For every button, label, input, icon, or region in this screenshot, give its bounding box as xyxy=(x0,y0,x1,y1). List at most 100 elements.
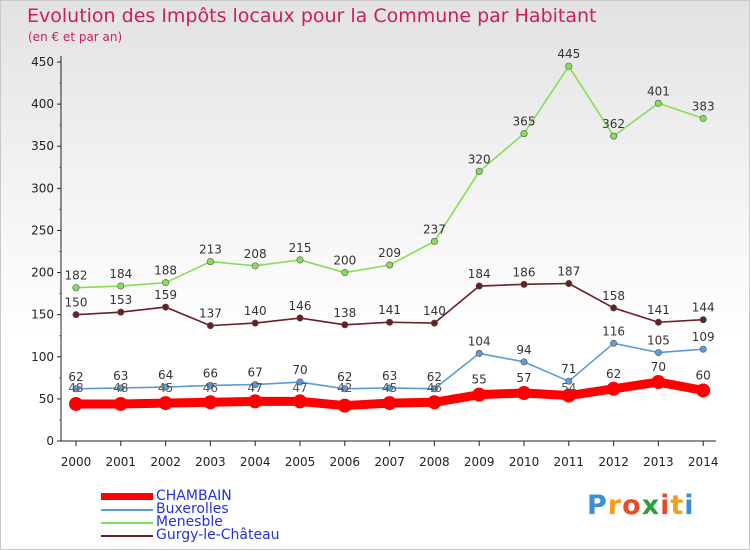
data-point-menesble xyxy=(72,284,80,292)
data-label: 94 xyxy=(516,343,531,357)
data-label: 150 xyxy=(65,296,88,310)
data-label: 62 xyxy=(427,370,442,384)
legend-item: Buxerolles xyxy=(101,501,361,518)
data-point-buxerolles xyxy=(206,381,214,389)
x-tick-label: 2000 xyxy=(61,455,92,469)
data-label-overlap: 45 xyxy=(158,381,173,395)
data-label: 64 xyxy=(158,368,173,382)
data-label: 140 xyxy=(423,304,446,318)
data-point-buxerolles xyxy=(296,378,304,386)
data-point-menesble xyxy=(117,282,125,290)
data-label: 187 xyxy=(557,265,580,279)
data-label: 159 xyxy=(154,288,177,302)
data-label: 237 xyxy=(423,222,446,236)
data-label: 158 xyxy=(602,289,625,303)
data-point-buxerolles xyxy=(341,385,349,393)
data-point-chambain xyxy=(427,395,442,410)
x-tick-label: 2011 xyxy=(554,455,585,469)
data-label-overlap: 46 xyxy=(427,381,442,395)
logo-letter: i xyxy=(660,490,671,521)
data-point-chambain xyxy=(69,396,83,411)
legend-item: CHAMBAIN xyxy=(101,488,361,505)
data-point-gurgy-le-ch-teau xyxy=(341,321,349,329)
data-point-gurgy-le-ch-teau xyxy=(475,282,483,290)
data-label: 63 xyxy=(113,369,128,383)
legend-item: Gurgy-le-Château xyxy=(101,527,361,544)
data-point-menesble xyxy=(699,114,707,122)
logo-letter: t xyxy=(670,490,685,521)
data-point-gurgy-le-ch-teau xyxy=(565,280,573,288)
legend-label: Buxerolles xyxy=(156,501,229,517)
data-point-chambain xyxy=(561,388,576,403)
data-point-chambain xyxy=(158,396,173,411)
data-label: 70 xyxy=(651,360,666,374)
data-point-buxerolles xyxy=(430,385,438,393)
data-point-chambain xyxy=(382,396,397,411)
data-point-chambain xyxy=(696,383,711,398)
data-point-menesble xyxy=(430,237,438,245)
data-point-buxerolles xyxy=(610,339,618,347)
data-point-gurgy-le-ch-teau xyxy=(386,318,394,326)
data-point-gurgy-le-ch-teau xyxy=(162,303,170,311)
chart-subtitle: (en € et par an) xyxy=(28,30,123,44)
data-point-buxerolles xyxy=(699,345,707,353)
data-point-gurgy-le-ch-teau xyxy=(430,319,438,327)
x-tick-label: 2012 xyxy=(598,455,629,469)
x-tick-label: 2008 xyxy=(419,455,450,469)
x-tick-label: 2014 xyxy=(688,455,719,469)
data-point-menesble xyxy=(341,269,349,277)
data-label: 184 xyxy=(468,267,491,281)
x-tick-label: 2007 xyxy=(374,455,405,469)
data-label-overlap: 48 xyxy=(113,381,128,395)
data-point-menesble xyxy=(654,99,662,107)
data-point-menesble xyxy=(251,262,259,270)
data-label: 200 xyxy=(333,254,356,268)
logo-letter: r xyxy=(607,490,623,521)
legend-label: CHAMBAIN xyxy=(156,488,232,504)
logo-letter: x xyxy=(641,490,661,521)
x-tick-label: 2013 xyxy=(643,455,674,469)
data-point-chambain xyxy=(248,394,263,409)
x-tick-label: 2002 xyxy=(150,455,181,469)
data-label: 105 xyxy=(647,334,670,348)
legend-label: Gurgy-le-Château xyxy=(156,527,280,543)
y-tick-label: 0 xyxy=(46,434,54,448)
data-point-buxerolles xyxy=(654,349,662,357)
y-tick-label: 450 xyxy=(31,55,54,69)
y-tick-label: 300 xyxy=(31,181,54,195)
data-label-overlap: 42 xyxy=(337,381,352,395)
legend-item: Menesble xyxy=(101,514,361,531)
data-label: 383 xyxy=(692,99,715,113)
data-label: 184 xyxy=(109,267,132,281)
legend-swatch xyxy=(101,493,153,500)
data-label: 146 xyxy=(289,299,312,313)
data-point-buxerolles xyxy=(475,349,483,357)
data-point-buxerolles xyxy=(565,377,573,385)
data-point-buxerolles xyxy=(386,384,394,392)
data-label: 67 xyxy=(248,366,263,380)
data-label-overlap: 54 xyxy=(561,381,576,395)
data-point-buxerolles xyxy=(520,358,528,366)
data-label-overlap: 45 xyxy=(382,381,397,395)
data-point-gurgy-le-ch-teau xyxy=(206,322,214,330)
data-label-overlap: 47 xyxy=(292,381,307,395)
data-point-chambain xyxy=(337,398,352,413)
data-point-chambain xyxy=(113,396,128,411)
x-tick-label: 2004 xyxy=(240,455,271,469)
x-tick-label: 2009 xyxy=(464,455,495,469)
data-label: 182 xyxy=(65,269,88,283)
y-tick-label: 200 xyxy=(31,266,54,280)
data-label: 209 xyxy=(378,246,401,260)
data-label: 116 xyxy=(602,324,625,338)
data-label-overlap: 48 xyxy=(68,381,83,395)
data-point-chambain xyxy=(517,385,531,400)
data-label: 365 xyxy=(513,115,536,129)
data-label: 138 xyxy=(333,306,356,320)
logo-letter: o xyxy=(622,490,642,521)
data-label: 60 xyxy=(696,368,711,382)
data-label: 137 xyxy=(199,307,222,321)
data-label: 140 xyxy=(244,304,267,318)
x-tick-label: 2010 xyxy=(509,455,540,469)
